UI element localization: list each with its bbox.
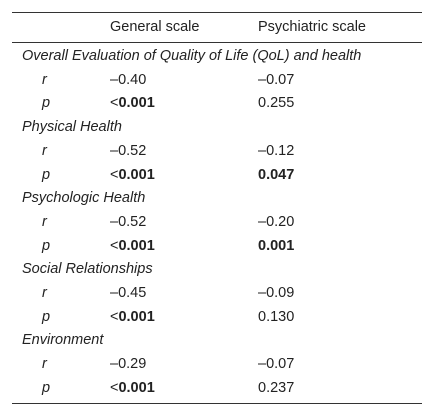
cell-value: –0.07 <box>258 356 295 373</box>
row-label: r <box>42 285 47 301</box>
cell-value: 0.237 <box>258 379 295 396</box>
row-label: r <box>42 71 47 88</box>
cell-value: 0.001 <box>118 237 155 254</box>
cell: 0.001 <box>258 237 294 255</box>
section-title: Environment <box>22 332 104 349</box>
cell: –0.07 <box>258 71 294 89</box>
cell: –0.45 <box>110 284 146 302</box>
cell-value: –0.09 <box>258 285 295 301</box>
cell: <0.001 <box>110 237 155 255</box>
cell-value: 0.001 <box>118 379 155 396</box>
cell: 0.237 <box>258 379 294 397</box>
cell-value: –0.29 <box>110 356 147 373</box>
cell-prefix: < <box>110 237 119 254</box>
cell-prefix: < <box>110 308 119 325</box>
row-label: p <box>42 308 51 325</box>
header-rule <box>12 42 422 43</box>
row-label: r <box>42 213 47 230</box>
row-label: p <box>42 95 51 112</box>
row-label: p <box>42 237 51 254</box>
cell: <0.001 <box>110 94 155 112</box>
row-label: p <box>42 166 51 183</box>
cell-value: 0.047 <box>258 166 295 183</box>
cell-value: 0.001 <box>258 237 295 254</box>
cell-value: 0.001 <box>118 166 155 183</box>
cell: –0.40 <box>110 71 146 89</box>
cell-value: –0.40 <box>110 71 147 88</box>
cell-value: –0.45 <box>110 285 147 301</box>
cell-value: –0.52 <box>110 213 147 230</box>
row-label: p <box>42 379 51 396</box>
section-title: Social Relationships <box>22 261 153 278</box>
cell: 0.047 <box>258 166 294 184</box>
cell: –0.12 <box>258 142 294 160</box>
cell: –0.52 <box>110 213 146 231</box>
cell-value: 0.255 <box>258 95 295 112</box>
cell-value: 0.130 <box>258 308 295 325</box>
cell-value: 0.001 <box>118 308 155 325</box>
cell-value: 0.001 <box>118 95 155 112</box>
row-label: r <box>42 142 47 159</box>
top-rule <box>12 12 422 13</box>
section-title: Overall Evaluation of Quality of Life (Q… <box>22 48 362 64</box>
column-header: General scale <box>110 19 200 35</box>
cell: –0.29 <box>110 355 146 373</box>
cell: –0.07 <box>258 355 294 373</box>
cell: <0.001 <box>110 166 155 184</box>
section-title: Psychologic Health <box>22 190 146 207</box>
cell-prefix: < <box>110 379 119 396</box>
cell: <0.001 <box>110 308 155 326</box>
cell: <0.001 <box>110 379 155 397</box>
cell-prefix: < <box>110 166 119 183</box>
cell: –0.20 <box>258 213 294 231</box>
column-header: Psychiatric scale <box>258 19 366 35</box>
row-label: r <box>42 356 47 373</box>
cell: 0.130 <box>258 308 294 326</box>
section-title: Physical Health <box>22 119 122 136</box>
cell-value: –0.20 <box>258 213 295 230</box>
cell: –0.09 <box>258 284 294 302</box>
cell-value: –0.12 <box>258 142 295 159</box>
bottom-rule <box>12 403 422 404</box>
cell: –0.52 <box>110 142 146 160</box>
cell-value: –0.52 <box>110 142 147 159</box>
cell-prefix: < <box>110 95 119 112</box>
cell: 0.255 <box>258 94 294 112</box>
cell-value: –0.07 <box>258 71 295 88</box>
